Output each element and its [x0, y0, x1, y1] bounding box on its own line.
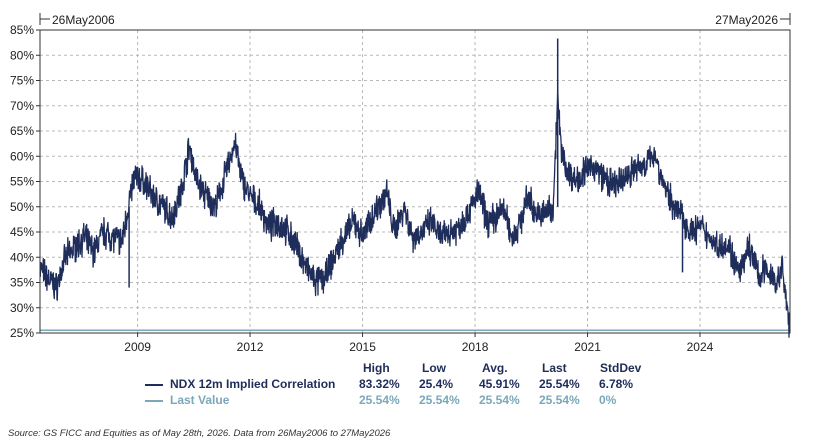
date-range-bar: 26May2006 27May2026 — [39, 13, 791, 27]
legend-header-last: Last — [542, 361, 567, 375]
y-tick-label: 40% — [10, 250, 34, 264]
legend-header-avg: Avg. — [482, 361, 508, 375]
y-tick-label: 25% — [10, 326, 34, 340]
legend-swatch-last-value — [145, 400, 163, 402]
y-tick-label: 30% — [10, 301, 34, 315]
legend-last-value-high: 25.54% — [359, 393, 400, 407]
y-tick-label: 60% — [10, 149, 34, 163]
legend-header-low: Low — [422, 361, 446, 375]
y-tick-label: 75% — [10, 74, 34, 88]
plot-frame — [39, 29, 791, 334]
legend-series-name: NDX 12m Implied Correlation — [170, 377, 336, 391]
series-line-ndx-implied-correlation — [39, 89, 791, 338]
legend-last-value-name: Last Value — [170, 393, 230, 407]
legend-series-stddev: 6.78% — [599, 377, 634, 391]
end-date-label: 27May2026 — [715, 13, 778, 27]
y-tick-label: 85% — [10, 23, 34, 37]
source-note: Source: GS FICC and Equities as of May 2… — [8, 428, 391, 439]
x-tick-label: 2012 — [237, 340, 264, 354]
legend-last-value-stddev: 0% — [599, 393, 617, 407]
y-tick-label: 70% — [10, 99, 34, 113]
y-tick-label: 50% — [10, 200, 34, 214]
x-tick-label: 2009 — [124, 340, 151, 354]
legend-last-value-avg: 25.54% — [479, 393, 520, 407]
start-date-label: 26May2006 — [52, 13, 115, 27]
legend-header-stddev: StdDev — [600, 361, 642, 375]
legend-header-high: High — [363, 361, 390, 375]
y-tick-label: 80% — [10, 48, 34, 62]
legend-last-value-last: 25.54% — [539, 393, 580, 407]
x-tick-label: 2018 — [462, 340, 489, 354]
legend-series-last: 25.54% — [539, 377, 580, 391]
y-axis-ticks: 25% 30% 35% 40% 45% 50% 55% 60% 65% 70% 75% 80% 85% — [10, 23, 40, 340]
y-tick-label: 45% — [10, 225, 34, 239]
grid-lines — [40, 30, 790, 333]
legend-last-value-low: 25.54% — [419, 393, 460, 407]
x-tick-label: 2021 — [574, 340, 601, 354]
legend-series-low: 25.4% — [419, 377, 454, 391]
y-tick-label: 35% — [10, 276, 34, 290]
x-tick-label: 2024 — [687, 340, 714, 354]
legend-swatch-series — [145, 384, 163, 386]
y-tick-label: 65% — [10, 124, 34, 138]
x-tick-label: 2015 — [349, 340, 376, 354]
plot-area — [39, 38, 791, 338]
legend-series-high: 83.32% — [359, 377, 400, 391]
legend-series-avg: 45.91% — [479, 377, 520, 391]
y-tick-label: 55% — [10, 175, 34, 189]
x-axis-ticks: 2009 2012 2015 2018 2021 2024 — [124, 333, 714, 354]
